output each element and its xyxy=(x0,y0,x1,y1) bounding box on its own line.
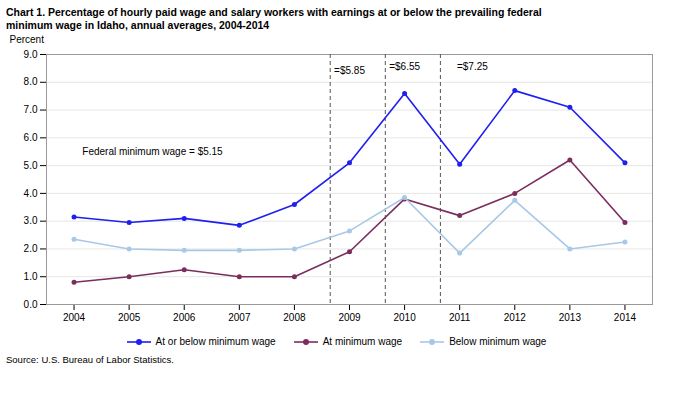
html-text:At or below minimum wage: At or below minimum wage xyxy=(155,336,276,347)
svg-text:7.0: 7.0 xyxy=(24,104,38,115)
svg-text:6.0: 6.0 xyxy=(24,132,38,143)
svg-text:2005: 2005 xyxy=(118,312,141,323)
svg-text:=$7.25: =$7.25 xyxy=(457,61,488,72)
svg-text:2013: 2013 xyxy=(559,312,582,323)
svg-text:3.0: 3.0 xyxy=(24,215,38,226)
svg-text:2014: 2014 xyxy=(614,312,637,323)
svg-text:8.0: 8.0 xyxy=(24,76,38,87)
svg-text:1.0: 1.0 xyxy=(24,271,38,282)
svg-text:Percent: Percent xyxy=(10,34,45,45)
svg-text:2006: 2006 xyxy=(173,312,196,323)
svg-text:2011: 2011 xyxy=(449,312,471,323)
svg-text:5.0: 5.0 xyxy=(24,160,38,171)
svg-text:2007: 2007 xyxy=(228,312,251,323)
svg-text:2010: 2010 xyxy=(393,312,416,323)
svg-text:2004: 2004 xyxy=(63,312,86,323)
svg-text:2008: 2008 xyxy=(283,312,306,323)
svg-text:=$6.55: =$6.55 xyxy=(389,61,420,72)
html-text:Chart 1. Percentage of hourly: Chart 1. Percentage of hourly paid wage … xyxy=(6,6,542,18)
svg-text:2.0: 2.0 xyxy=(24,243,38,254)
svg-text:4.0: 4.0 xyxy=(24,188,38,199)
svg-text:2012: 2012 xyxy=(504,312,527,323)
html-text:At minimum wage: At minimum wage xyxy=(322,336,403,347)
svg-text:Federal minimum wage = $5.15: Federal minimum wage = $5.15 xyxy=(82,146,223,157)
html-text:minimum wage in Idaho, annual: minimum wage in Idaho, annual averages, … xyxy=(6,19,270,31)
html-text:Source: U.S. Bureau of Labor S: Source: U.S. Bureau of Labor Statistics. xyxy=(6,354,174,365)
svg-text:9.0: 9.0 xyxy=(24,49,38,60)
html-text:Below minimum wage: Below minimum wage xyxy=(449,336,547,347)
svg-text:0.0: 0.0 xyxy=(24,299,38,310)
svg-text:=$5.85: =$5.85 xyxy=(334,65,365,76)
svg-text:2009: 2009 xyxy=(338,312,361,323)
